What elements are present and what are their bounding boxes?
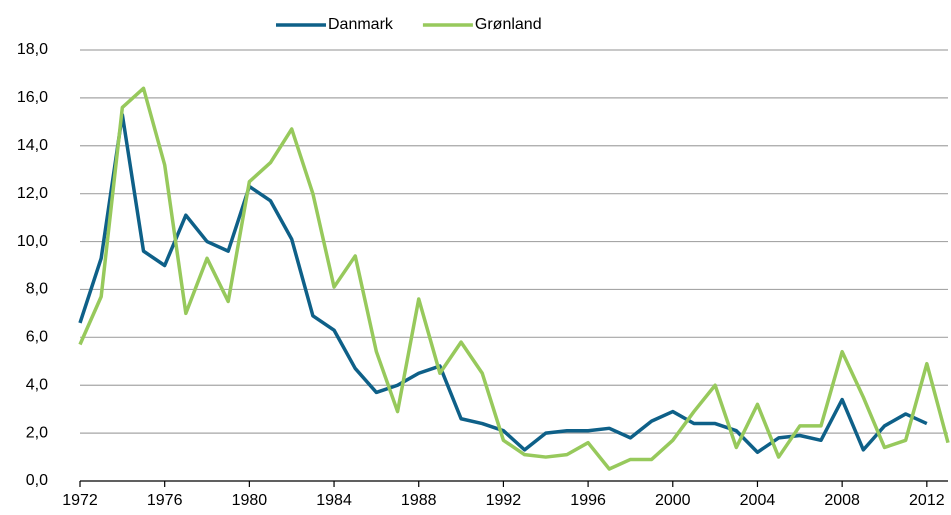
y-tick-label: 16,0 xyxy=(17,89,48,106)
x-tick-label: 1976 xyxy=(147,492,183,509)
y-tick-label: 6,0 xyxy=(26,329,48,346)
x-tick-label: 1988 xyxy=(401,492,437,509)
x-tick-label: 1992 xyxy=(486,492,522,509)
series-line xyxy=(78,86,950,471)
y-tick-label: 0,0 xyxy=(26,472,48,489)
y-tick-label: 8,0 xyxy=(26,281,48,298)
x-tick-label: 2008 xyxy=(824,492,860,509)
x-tick-label: 1980 xyxy=(232,492,268,509)
x-tick-label: 2000 xyxy=(655,492,691,509)
y-tick-label: 14,0 xyxy=(17,137,48,154)
x-tick-label: 1984 xyxy=(316,492,352,509)
x-tick-label: 1996 xyxy=(570,492,606,509)
y-tick-label: 12,0 xyxy=(17,185,48,202)
y-tick-label: 18,0 xyxy=(17,41,48,58)
x-tick-label: 2012 xyxy=(909,492,945,509)
legend-label: Danmark xyxy=(328,16,394,33)
legend-label: Grønland xyxy=(475,16,542,33)
y-tick-label: 2,0 xyxy=(26,424,48,441)
series-line xyxy=(78,112,928,455)
y-tick-label: 4,0 xyxy=(26,376,48,393)
y-tick-label: 10,0 xyxy=(17,233,48,250)
x-tick-label: 2004 xyxy=(740,492,776,509)
x-tick-label: 1972 xyxy=(62,492,98,509)
